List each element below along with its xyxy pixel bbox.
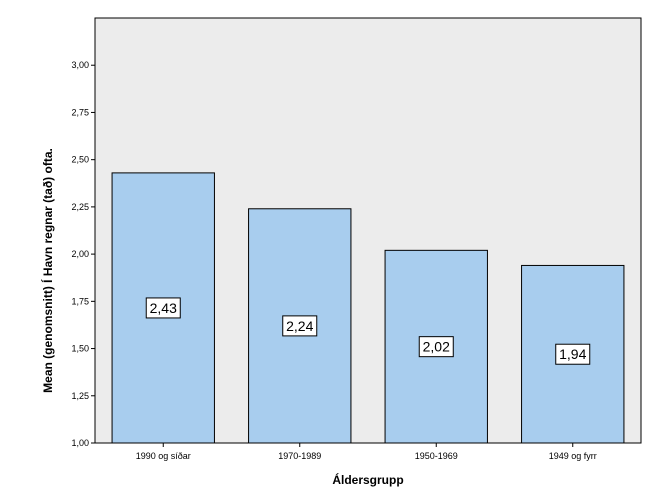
y-axis-title: Mean (genomsnitt) Í Havn regnar (tað) of… [40, 148, 55, 393]
y-tick-label: 1,75 [71, 296, 89, 306]
data-label-box [145, 297, 181, 319]
y-axis: 1,00 1,25 1,50 1,75 2,00 2,25 2,50 2,75 3,00 [71, 60, 95, 448]
x-axis-title: Áldersgrupp [332, 472, 403, 487]
y-tick-label: 2,25 [71, 202, 89, 212]
data-label: 2,24 [286, 318, 313, 334]
data-label-box [418, 336, 454, 358]
y-tick-label: 3,00 [71, 60, 89, 70]
x-tick-label: 1949 og fyrr [549, 451, 597, 461]
x-axis: 1990 og síðar 1970-1989 1950-1969 1949 og f… [136, 443, 597, 461]
data-label: 1,94 [559, 346, 586, 362]
y-tick-label: 1,50 [71, 344, 89, 354]
bars: 2,43 2,24 2,02 1,94 [111, 172, 625, 444]
y-tick-label: 2,00 [71, 249, 89, 259]
data-label-box [555, 343, 591, 365]
x-tick-label: 1970-1989 [278, 451, 321, 461]
x-tick-label: 1990 og síðar [136, 451, 191, 461]
data-label: 2,02 [423, 339, 450, 355]
x-tick-label: 1950-1969 [415, 451, 458, 461]
data-label: 2,43 [150, 300, 177, 316]
y-tick-label: 1,00 [71, 438, 89, 448]
y-tick-label: 2,75 [71, 107, 89, 117]
y-tick-label: 2,50 [71, 155, 89, 165]
data-label-box [282, 315, 318, 337]
y-tick-label: 1,25 [71, 391, 89, 401]
